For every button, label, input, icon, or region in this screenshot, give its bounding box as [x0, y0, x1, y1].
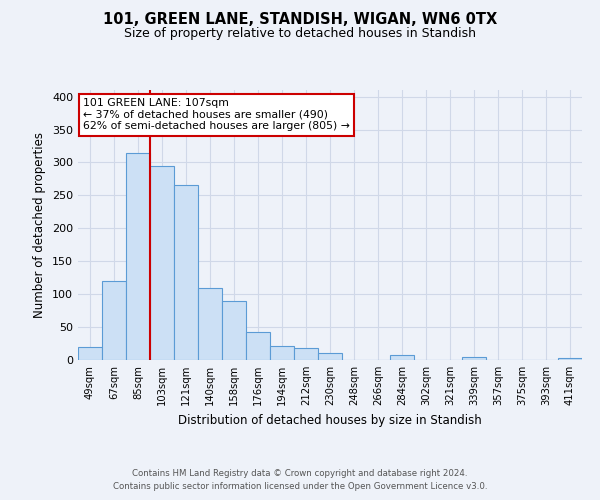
- Bar: [126, 152, 150, 360]
- Text: Size of property relative to detached houses in Standish: Size of property relative to detached ho…: [124, 28, 476, 40]
- Bar: [222, 300, 246, 360]
- Bar: [174, 186, 198, 360]
- Bar: [294, 348, 318, 360]
- Bar: [150, 166, 174, 360]
- Y-axis label: Number of detached properties: Number of detached properties: [34, 132, 46, 318]
- Text: Contains HM Land Registry data © Crown copyright and database right 2024.: Contains HM Land Registry data © Crown c…: [132, 468, 468, 477]
- Bar: [390, 354, 414, 360]
- Bar: [462, 356, 486, 360]
- Bar: [78, 347, 102, 360]
- Text: 101 GREEN LANE: 107sqm
← 37% of detached houses are smaller (490)
62% of semi-de: 101 GREEN LANE: 107sqm ← 37% of detached…: [83, 98, 350, 132]
- Bar: [318, 354, 342, 360]
- Text: 101, GREEN LANE, STANDISH, WIGAN, WN6 0TX: 101, GREEN LANE, STANDISH, WIGAN, WN6 0T…: [103, 12, 497, 28]
- Bar: [102, 281, 126, 360]
- Bar: [246, 332, 270, 360]
- Bar: [198, 288, 222, 360]
- Text: Contains public sector information licensed under the Open Government Licence v3: Contains public sector information licen…: [113, 482, 487, 491]
- Bar: [558, 358, 582, 360]
- Bar: [270, 346, 294, 360]
- X-axis label: Distribution of detached houses by size in Standish: Distribution of detached houses by size …: [178, 414, 482, 426]
